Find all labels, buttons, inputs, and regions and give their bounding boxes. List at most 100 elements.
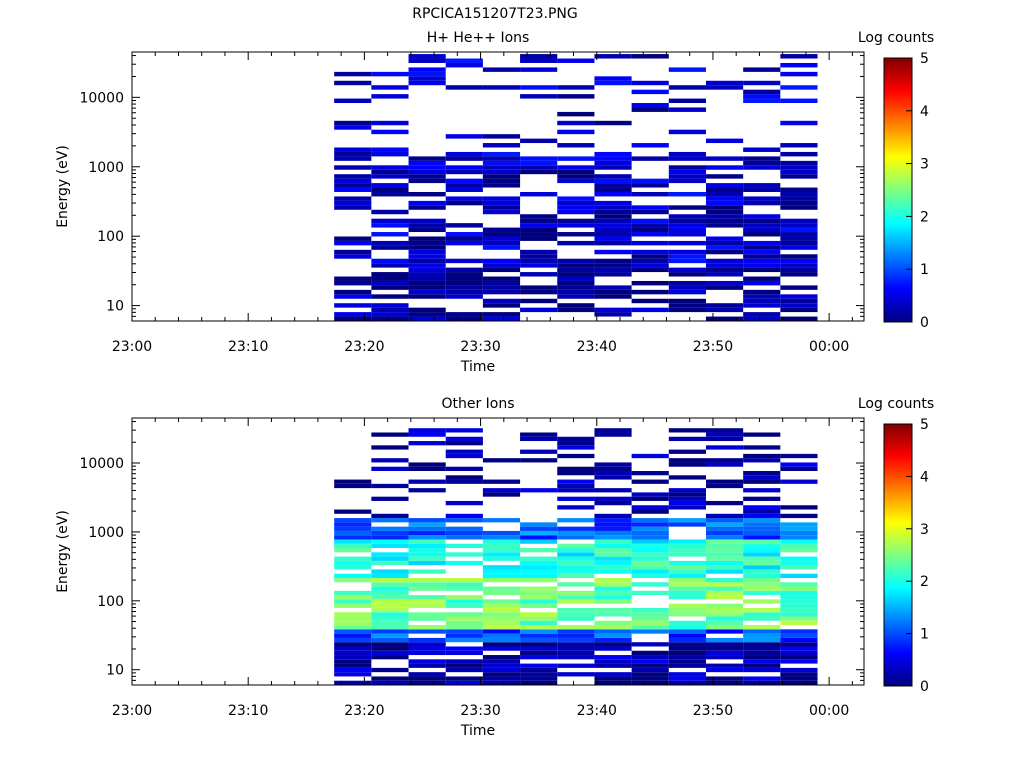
heatmap-cell (632, 179, 669, 183)
heatmap-cell (780, 621, 817, 625)
heatmap-cell (409, 294, 446, 298)
heatmap-cell (483, 205, 520, 209)
heatmap-cell (669, 165, 706, 169)
heatmap-cell (483, 165, 520, 169)
heatmap-cell (780, 522, 817, 526)
heatmap-cell (706, 535, 743, 539)
heatmap-cell (669, 241, 706, 245)
heatmap-cell (334, 281, 371, 285)
heatmap-cell (632, 250, 669, 254)
heatmap-cell (483, 642, 520, 646)
heatmap-cell (409, 245, 446, 249)
heatmap-cell (446, 552, 483, 556)
heatmap-cell (632, 655, 669, 659)
x-tick-label: 23:30 (460, 339, 500, 355)
heatmap-cell (371, 312, 408, 316)
heatmap-cell (669, 437, 706, 441)
heatmap-cell (632, 143, 669, 147)
heatmap-cell (520, 604, 557, 608)
heatmap-cell (371, 642, 408, 646)
heatmap-cell (371, 445, 408, 449)
heatmap-cell (520, 156, 557, 160)
heatmap-cell (520, 565, 557, 569)
heatmap-cell (594, 81, 631, 85)
heatmap-cell (557, 445, 594, 449)
heatmap-cell (557, 201, 594, 205)
heatmap-cell (669, 223, 706, 227)
heatmap-cell (594, 428, 631, 432)
heatmap-cell (594, 228, 631, 232)
heatmap-cell (446, 312, 483, 316)
heatmap-cell (780, 72, 817, 76)
heatmap-cell (669, 174, 706, 178)
heatmap-cell (483, 599, 520, 603)
heatmap-cell (706, 192, 743, 196)
heatmap-cell (594, 179, 631, 183)
heatmap-cell (669, 303, 706, 307)
heatmap-cell (594, 259, 631, 263)
heatmap-cell (409, 539, 446, 543)
heatmap-cell (669, 85, 706, 89)
heatmap-cell (669, 272, 706, 276)
heatmap-cell (632, 681, 669, 685)
heatmap-cell (706, 223, 743, 227)
heatmap-cell (446, 587, 483, 591)
heatmap-cell (483, 544, 520, 548)
heatmap-cell (632, 629, 669, 633)
heatmap-cell (594, 188, 631, 192)
heatmap-cell (371, 263, 408, 267)
heatmap-cell (780, 85, 817, 89)
heatmap-cell (371, 223, 408, 227)
heatmap-cell (446, 236, 483, 240)
heatmap-cell (409, 569, 446, 573)
heatmap-cell (743, 268, 780, 272)
heatmap-cell (706, 642, 743, 646)
heatmap-cell (557, 591, 594, 595)
heatmap-cell (706, 625, 743, 629)
heatmap-cell (632, 565, 669, 569)
heatmap-cell (632, 254, 669, 258)
heatmap-cell (594, 629, 631, 633)
heatmap-cell (557, 518, 594, 522)
heatmap-cell (483, 268, 520, 272)
heatmap-cell (483, 591, 520, 595)
heatmap-cell (334, 290, 371, 294)
heatmap-cell (743, 548, 780, 552)
heatmap-cell (743, 668, 780, 672)
heatmap-cell (557, 531, 594, 535)
heatmap-cell (557, 232, 594, 236)
heatmap-cell (371, 317, 408, 321)
heatmap-cell (557, 121, 594, 125)
heatmap-cell (557, 625, 594, 629)
heatmap-cell (520, 67, 557, 71)
heatmap-cell (632, 81, 669, 85)
colorbar (884, 424, 912, 686)
heatmap-cell (520, 228, 557, 232)
heatmap-cell (483, 241, 520, 245)
heatmap-cell (780, 638, 817, 642)
heatmap-cell (371, 681, 408, 685)
heatmap-cell (409, 467, 446, 471)
heatmap-cell (743, 497, 780, 501)
heatmap-cell (371, 595, 408, 599)
heatmap-cell (632, 527, 669, 531)
heatmap-cell (743, 591, 780, 595)
heatmap-cell (446, 664, 483, 668)
heatmap-cell (706, 638, 743, 642)
heatmap-cell (520, 170, 557, 174)
heatmap-cell (334, 201, 371, 205)
heatmap-cell (594, 76, 631, 80)
heatmap-cell (334, 638, 371, 642)
y-axis-label: Energy (eV) (55, 145, 71, 228)
heatmap-cell (446, 285, 483, 289)
heatmap-cell (483, 608, 520, 612)
heatmap-cell (483, 170, 520, 174)
heatmap-cell (743, 188, 780, 192)
heatmap-cell (706, 196, 743, 200)
heatmap-cell (743, 161, 780, 165)
heatmap-cell (520, 522, 557, 526)
heatmap-cell (371, 569, 408, 573)
heatmap-cell (594, 223, 631, 227)
heatmap-cell (743, 539, 780, 543)
heatmap-cell (409, 604, 446, 608)
